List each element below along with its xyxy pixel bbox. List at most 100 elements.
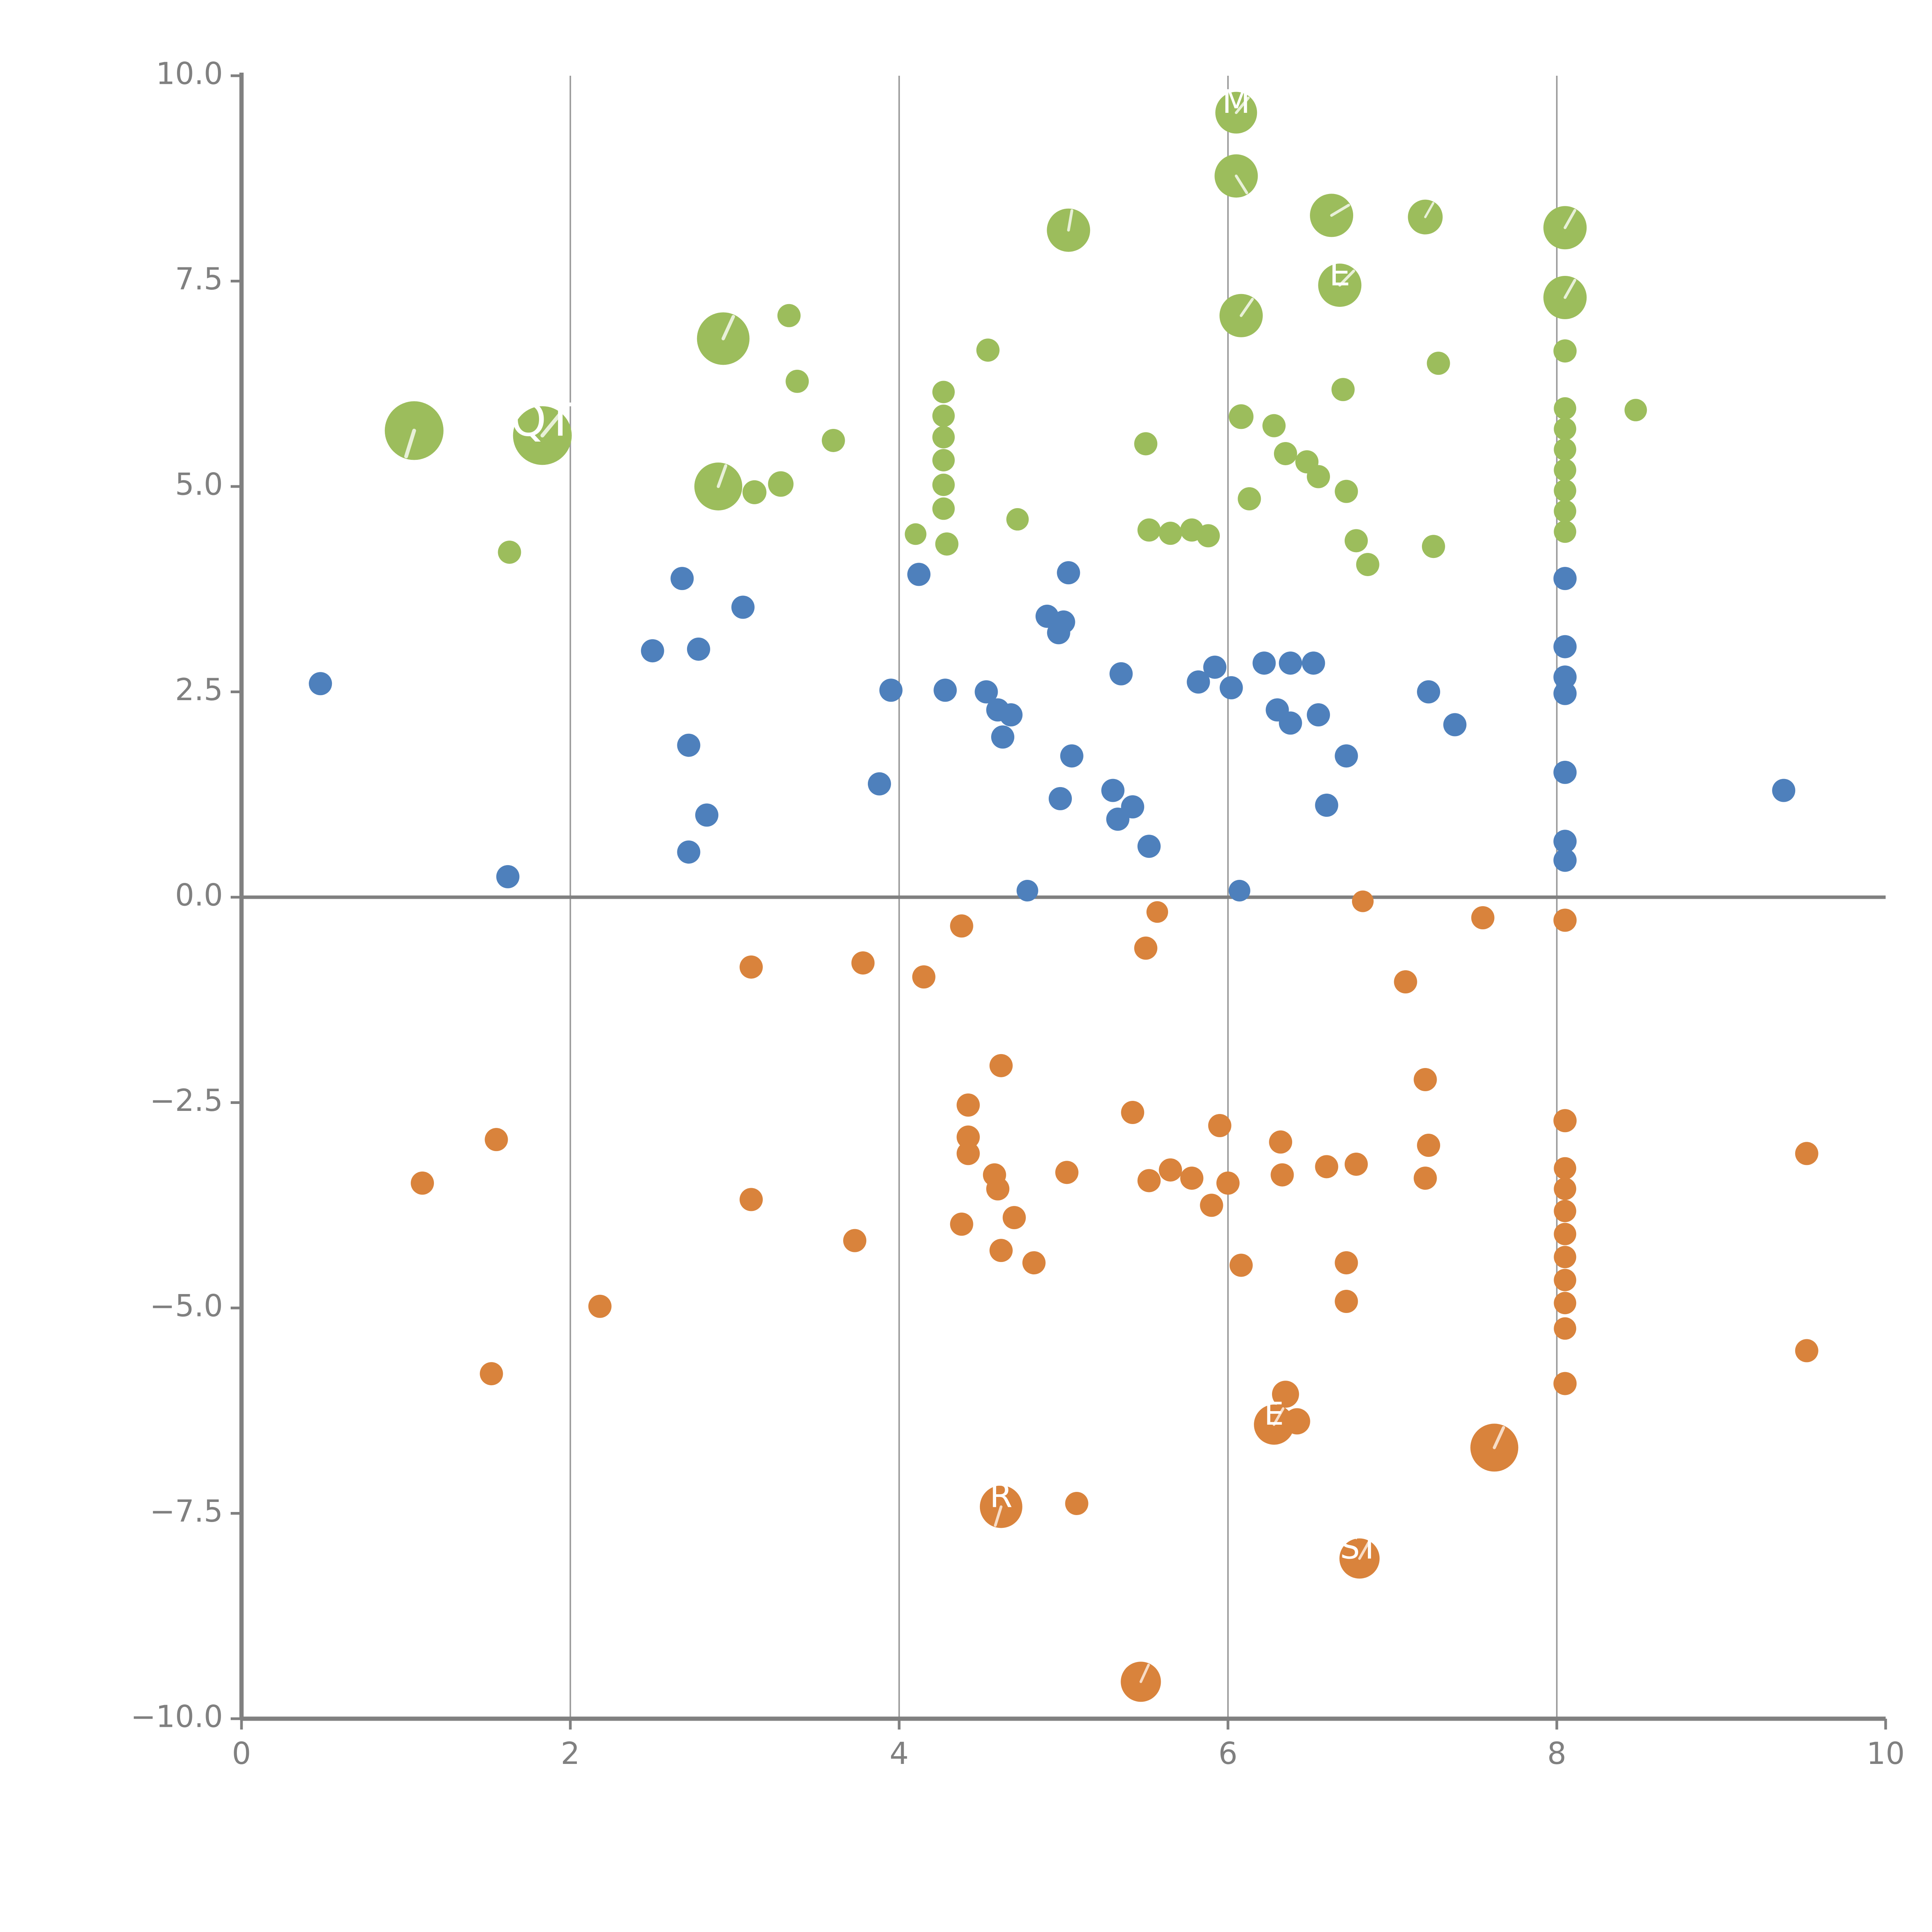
data-point[interactable] [1137,518,1161,542]
data-point[interactable] [1356,553,1379,576]
data-point[interactable] [1270,1163,1294,1187]
data-point[interactable] [1016,879,1038,901]
data-point[interactable] [1208,1114,1231,1138]
data-point[interactable] [1230,1253,1253,1277]
data-point[interactable] [1554,500,1577,522]
data-point[interactable] [1252,651,1276,675]
data-point[interactable] [1553,1109,1577,1133]
data-point[interactable] [976,338,1000,362]
data-point[interactable] [1134,432,1158,456]
data-point[interactable] [843,1229,867,1252]
data-point[interactable] [1006,508,1029,531]
data-point[interactable] [641,639,664,663]
data-point[interactable] [1307,703,1330,727]
data-point[interactable] [1272,1381,1299,1408]
data-point[interactable] [1553,830,1577,853]
data-point[interactable] [1048,787,1072,810]
data-point[interactable] [1335,480,1358,503]
data-point[interactable] [934,679,957,702]
data-point[interactable] [1553,567,1577,590]
data-point[interactable] [1159,522,1182,545]
data-point[interactable] [695,803,719,827]
data-point[interactable] [1394,970,1417,993]
data-point[interactable] [1279,651,1302,675]
data-point[interactable] [1413,1167,1437,1190]
data-point[interactable] [670,567,694,590]
data-point[interactable] [932,426,955,449]
data-point[interactable] [1022,1251,1046,1275]
data-point[interactable] [1553,849,1577,872]
data-point[interactable] [1137,835,1161,858]
data-point[interactable] [1624,399,1647,422]
data-point[interactable] [1554,520,1577,543]
data-point[interactable] [956,1125,980,1149]
data-point[interactable] [1554,1317,1577,1340]
data-point[interactable] [1422,535,1445,558]
data-point[interactable] [1137,1169,1161,1192]
data-point[interactable] [1200,1194,1223,1217]
data-point[interactable] [956,1142,980,1165]
data-point[interactable] [1216,1171,1240,1195]
data-point[interactable] [991,725,1015,749]
data-point[interactable] [1344,529,1368,553]
data-point[interactable] [1554,1157,1577,1180]
data-point[interactable] [1413,1068,1437,1091]
data-point[interactable] [907,563,931,586]
data-point[interactable] [1417,1134,1440,1157]
data-point[interactable] [1335,1251,1358,1275]
data-point[interactable] [309,672,332,696]
data-point[interactable] [1554,1177,1577,1200]
data-point[interactable] [1159,1158,1182,1182]
data-point[interactable] [1238,487,1261,510]
data-point[interactable] [1443,713,1467,736]
data-point[interactable] [1554,1292,1577,1315]
data-point[interactable] [1307,465,1330,488]
data-point[interactable] [989,1054,1013,1077]
data-point[interactable] [1553,339,1577,363]
data-point[interactable] [1229,404,1254,429]
data-point[interactable] [989,1239,1013,1262]
data-point[interactable] [1279,711,1302,735]
data-point[interactable] [1219,676,1243,699]
data-point[interactable] [1795,1142,1818,1165]
data-point[interactable] [1553,1372,1577,1395]
data-point[interactable] [740,955,763,979]
data-point[interactable] [498,541,521,564]
data-point[interactable] [480,1362,503,1386]
data-point[interactable] [687,637,710,661]
data-point[interactable] [1315,1155,1338,1179]
data-point[interactable] [1344,1152,1368,1176]
data-point[interactable] [1055,1161,1079,1184]
data-point[interactable] [1262,414,1286,437]
data-point[interactable] [588,1294,612,1318]
data-point[interactable] [1269,1130,1293,1154]
data-point[interactable] [1554,479,1577,502]
data-point[interactable] [1002,1206,1026,1230]
data-point[interactable] [905,523,927,545]
data-point[interactable] [731,595,755,619]
data-points-group[interactable]: QT M E R E ST [309,83,1818,1702]
data-point[interactable] [1302,651,1325,675]
data-point[interactable] [1427,352,1450,375]
data-point[interactable] [1134,936,1158,960]
data-point[interactable] [1772,779,1796,802]
data-point[interactable] [1180,1167,1204,1190]
data-point[interactable] [879,679,903,702]
data-point[interactable] [740,1188,763,1211]
data-point[interactable] [1553,665,1577,689]
data-point[interactable] [1065,1492,1088,1515]
data-point[interactable] [1554,418,1577,440]
data-point[interactable] [1109,662,1133,685]
data-point[interactable] [1352,890,1374,912]
data-point[interactable] [1795,1339,1818,1362]
data-point[interactable] [1057,561,1080,585]
data-point[interactable] [1553,908,1577,932]
data-point[interactable] [1121,1101,1145,1124]
data-point[interactable] [1554,1200,1577,1223]
data-point[interactable] [935,532,959,556]
data-point[interactable] [956,1093,980,1117]
data-point[interactable] [950,914,973,938]
data-point[interactable] [932,497,955,520]
data-point[interactable] [1228,879,1250,901]
data-point[interactable] [1554,1269,1577,1291]
